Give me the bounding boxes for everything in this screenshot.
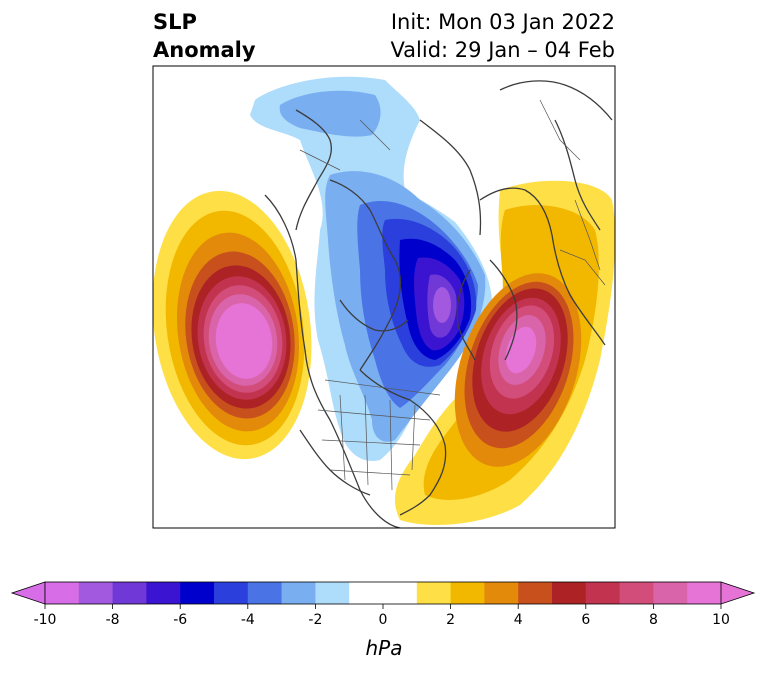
colorbar: -10 -8 -6 -4 -2 0 2 4 6 8 10 [10, 581, 756, 628]
colorbar-tick-label: -6 [173, 612, 187, 628]
positive-anomaly-atlantic [395, 180, 615, 525]
slp-anomaly-map [152, 65, 616, 529]
colorbar-swatch [281, 582, 316, 604]
colorbar-swatch [653, 582, 688, 604]
init-date: Init: Mon 03 Jan 2022 [390, 10, 615, 34]
colorbar-swatch [416, 582, 452, 604]
colorbar-swatches [10, 581, 756, 605]
colorbar-tick-label: 4 [514, 612, 523, 628]
colorbar-tick-label: 0 [379, 612, 388, 628]
colorbar-swatch [180, 582, 215, 604]
positive-anomaly-pacific [153, 190, 312, 460]
colorbar-swatch [214, 582, 249, 604]
negative-anomaly-region [250, 76, 492, 461]
colorbar-tick-label: -2 [308, 612, 322, 628]
colorbar-swatch [45, 582, 80, 604]
colorbar-tick-label: -8 [106, 612, 120, 628]
colorbar-tick-label: -10 [34, 612, 57, 628]
colorbar-over-extension [720, 581, 756, 605]
coastlines [264, 80, 613, 528]
colorbar-swatch [112, 582, 147, 604]
title-variable: SLP [153, 10, 197, 34]
colorbar-under-extension [10, 581, 46, 605]
map-title: SLP Anomaly [153, 8, 256, 64]
colorbar-swatch [687, 582, 722, 604]
colorbar-swatch [518, 582, 553, 604]
colorbar-swatch [78, 582, 114, 604]
map-dates: Init: Mon 03 Jan 2022 Valid: 29 Jan – 04… [390, 8, 615, 64]
colorbar-swatch [484, 582, 519, 604]
colorbar-tick-label: -4 [241, 612, 255, 628]
colorbar-swatch [247, 582, 283, 604]
colorbar-swatch [450, 582, 485, 604]
colorbar-swatch [349, 582, 418, 604]
valid-period: Valid: 29 Jan – 04 Feb [390, 38, 615, 62]
colorbar-tick-label: 2 [446, 612, 455, 628]
political-borders [299, 99, 606, 491]
colorbar-swatch [619, 582, 654, 604]
title-type: Anomaly [153, 38, 256, 62]
map-frame [152, 65, 616, 529]
colorbar-tick-label: 10 [712, 612, 730, 628]
colorbar-unit-label: hPa [365, 636, 403, 660]
colorbar-swatch [552, 582, 587, 604]
colorbar-swatch [146, 582, 181, 604]
colorbar-ticks: -10 -8 -6 -4 -2 0 2 4 6 8 10 [34, 604, 730, 628]
colorbar-tick-label: 6 [581, 612, 590, 628]
colorbar-swatch [585, 582, 621, 604]
colorbar-swatch [315, 582, 350, 604]
colorbar-tick-label: 8 [649, 612, 658, 628]
